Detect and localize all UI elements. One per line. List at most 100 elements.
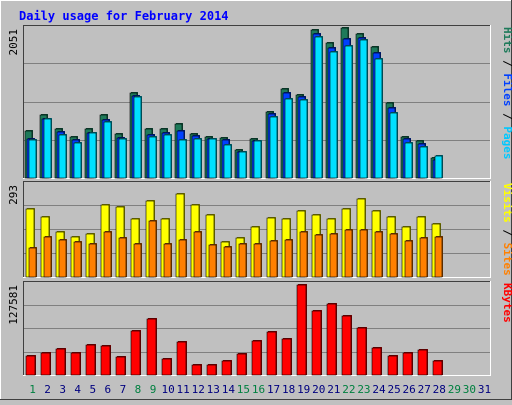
bar-kbytes xyxy=(236,353,247,376)
bar-pages xyxy=(374,58,383,179)
bar-sites xyxy=(118,237,127,278)
legend: KBytes xyxy=(501,283,512,323)
bar-sites xyxy=(284,239,293,278)
bar-pages xyxy=(103,121,112,179)
x-tick-label: 2 xyxy=(44,383,51,396)
panel-hits-files-pages: 2051 Hits / Files / Pages xyxy=(7,25,512,179)
x-tick-label: 6 xyxy=(105,383,112,396)
bar-sites xyxy=(359,229,368,278)
bar-pages xyxy=(193,138,202,179)
x-tick-label: 14 xyxy=(222,383,236,396)
x-tick-label: 31 xyxy=(478,383,491,396)
bar-kbytes xyxy=(251,340,262,376)
panel-visits-sites: 293 Visits / Sites xyxy=(7,181,512,278)
bar-pages xyxy=(299,99,308,179)
bar-pages xyxy=(238,151,247,179)
bar-pages xyxy=(269,116,278,179)
bar-kbytes xyxy=(161,358,172,376)
x-tick-label: 3 xyxy=(59,383,66,396)
x-tick-label: 24 xyxy=(372,383,386,396)
bar-sites xyxy=(73,241,82,278)
x-tick-label: 23 xyxy=(357,383,370,396)
x-tick-label: 12 xyxy=(192,383,205,396)
bar-sites xyxy=(404,240,413,278)
bar-sites xyxy=(223,246,232,278)
bar-pages xyxy=(329,51,338,179)
legend: Visits / Sites xyxy=(501,183,512,276)
bar-kbytes xyxy=(281,338,292,376)
bar-pages xyxy=(404,142,413,179)
bar-sites xyxy=(344,229,353,278)
bar-pages xyxy=(284,98,293,179)
bar-kbytes xyxy=(40,352,51,376)
bar-sites xyxy=(58,239,67,278)
bar-sites xyxy=(329,233,338,278)
bar-kbytes xyxy=(387,355,398,376)
x-tick-label: 10 xyxy=(161,383,174,396)
bar-kbytes xyxy=(402,352,413,376)
legend-text: KBytes xyxy=(501,283,512,323)
bar-pages xyxy=(359,39,368,179)
bar-kbytes xyxy=(356,327,367,376)
bar-sites xyxy=(88,243,97,278)
legend-entry: KBytes xyxy=(501,283,512,323)
x-tick-label: 4 xyxy=(74,383,81,396)
x-tick-label: 29 xyxy=(448,383,461,396)
bar-kbytes xyxy=(432,360,443,376)
bar-pages xyxy=(178,139,187,179)
x-tick-label: 20 xyxy=(312,383,325,396)
bar-pages xyxy=(43,118,52,179)
bar-sites xyxy=(148,220,157,278)
bar-pages xyxy=(314,36,323,179)
x-tick-label: 26 xyxy=(403,383,416,396)
bar-pages xyxy=(389,112,398,179)
bar-sites xyxy=(269,240,278,278)
bar-pages xyxy=(208,138,217,179)
legend-entry: Files xyxy=(501,73,512,106)
bar-sites xyxy=(419,237,428,278)
bar-kbytes xyxy=(221,360,232,376)
bar-kbytes xyxy=(417,349,428,376)
bar-pages xyxy=(118,138,127,179)
bar-sites xyxy=(43,236,52,278)
x-tick-label: 11 xyxy=(177,383,190,396)
bar-sites xyxy=(208,244,217,278)
legend-entry: Sites xyxy=(501,243,512,276)
legend: Hits / Files / Pages xyxy=(501,27,512,160)
bar-kbytes xyxy=(341,315,352,376)
x-tick-label: 28 xyxy=(433,383,446,396)
x-tick-label: 15 xyxy=(237,383,250,396)
bar-kbytes xyxy=(296,284,307,376)
x-tick-label: 27 xyxy=(418,383,431,396)
x-tick-label: 21 xyxy=(327,383,340,396)
x-tick-label: 19 xyxy=(297,383,310,396)
x-tick-label: 1 xyxy=(29,383,36,396)
bar-pages xyxy=(58,134,67,179)
bar-pages xyxy=(419,146,428,179)
bar-kbytes xyxy=(70,352,81,376)
bar-sites xyxy=(389,233,398,278)
bar-kbytes xyxy=(115,356,126,376)
legend-separator: / xyxy=(501,107,512,127)
bar-kbytes xyxy=(266,331,277,376)
x-tick-label: 30 xyxy=(463,383,476,396)
bar-kbytes xyxy=(206,364,217,376)
legend-entry: Visits xyxy=(501,183,512,223)
bar-sites xyxy=(133,243,142,278)
x-tick-label: 13 xyxy=(207,383,220,396)
bar-sites xyxy=(163,243,172,278)
bar-kbytes xyxy=(371,347,382,376)
bar-kbytes xyxy=(191,364,202,376)
bar-sites xyxy=(434,236,443,278)
bar-sites xyxy=(253,243,262,278)
bar-sites xyxy=(178,239,187,278)
x-axis: 1 2 3 4 5 6 7 8 9 10 11 12 13 14 15 16 17 18 19 20 21 22 23 24 2… xyxy=(29,383,491,396)
bar-kbytes xyxy=(326,303,337,376)
bar-pages xyxy=(28,139,37,179)
bar-kbytes xyxy=(130,330,141,376)
bar-pages xyxy=(163,134,172,179)
x-tick-label: 8 xyxy=(135,383,142,396)
x-tick-label: 7 xyxy=(120,383,127,396)
